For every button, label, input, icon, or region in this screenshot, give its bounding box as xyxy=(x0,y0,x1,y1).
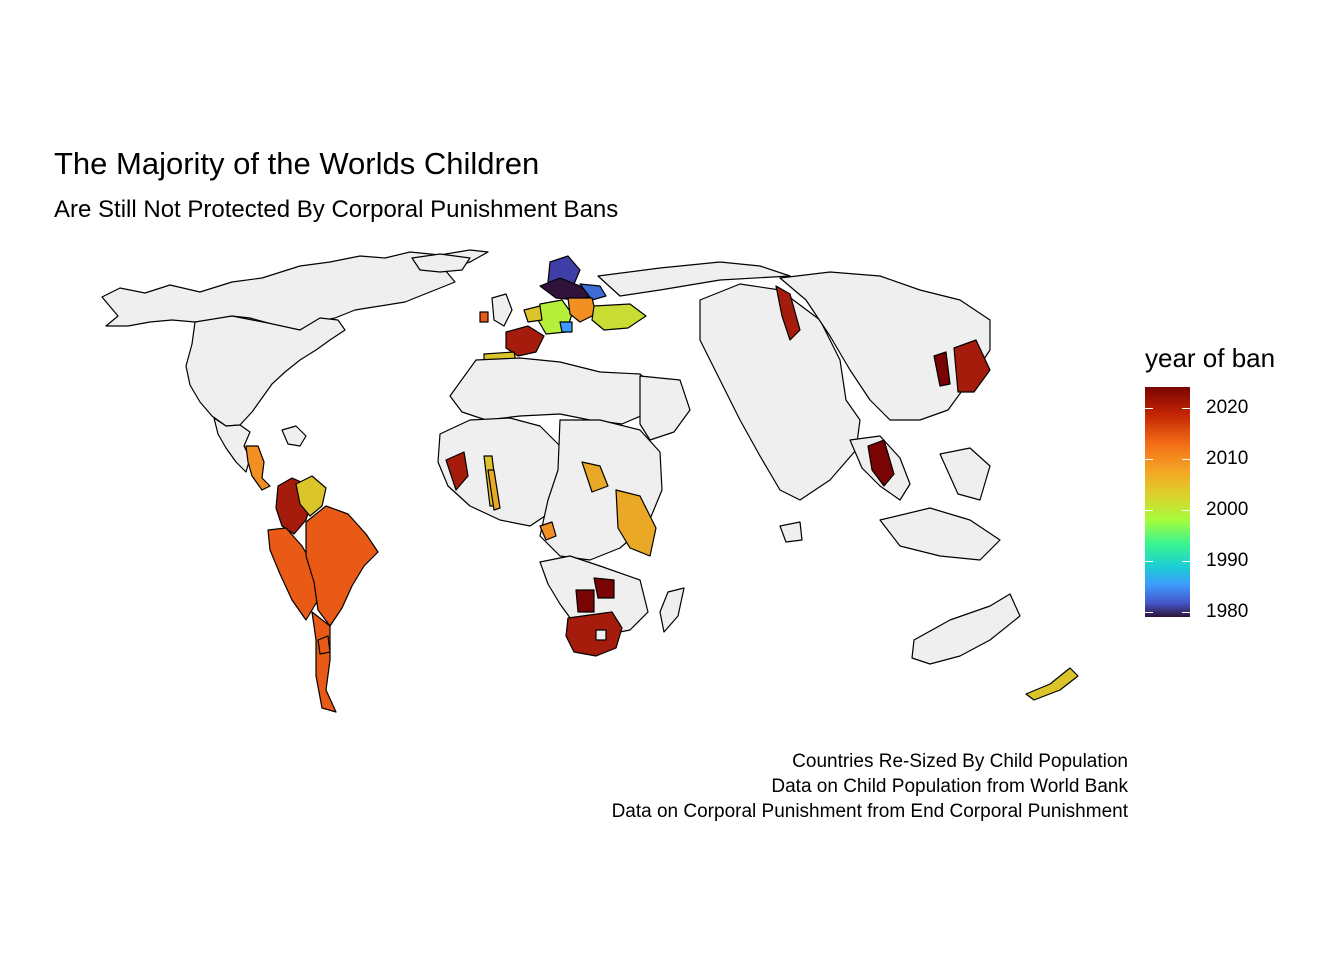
region-austria xyxy=(559,321,573,333)
region-new-zealand xyxy=(1025,667,1079,701)
region-ukraine xyxy=(591,303,647,331)
legend-tick-label: 1980 xyxy=(1206,601,1249,622)
region-nigeria-strip xyxy=(487,469,501,511)
region-sri-lanka xyxy=(779,521,803,543)
region-peru xyxy=(267,527,319,621)
region-usa xyxy=(185,315,346,427)
region-south-sudan xyxy=(581,461,609,493)
legend-tick-label: 2020 xyxy=(1206,397,1249,418)
region-north-africa xyxy=(449,357,661,425)
legend-tick-label: 2010 xyxy=(1206,448,1249,469)
legend-tick-label: 2000 xyxy=(1206,499,1249,520)
region-kenya xyxy=(615,489,657,557)
legend-colorbar xyxy=(1145,387,1190,617)
region-lesotho xyxy=(595,629,607,641)
region-argentina xyxy=(311,611,337,713)
legend-tick-mark xyxy=(1182,510,1190,511)
region-south-korea xyxy=(933,351,951,387)
region-south-africa xyxy=(565,611,623,657)
caption-line: Data on Corporal Punishment from End Cor… xyxy=(611,801,1128,822)
legend-tick-mark xyxy=(1145,510,1153,511)
region-philippines xyxy=(939,447,991,501)
caption-line: Countries Re-Sized By Child Population xyxy=(792,751,1128,772)
map-caption: Countries Re-Sized By Child Population D… xyxy=(612,749,1128,824)
region-australia xyxy=(911,593,1021,665)
region-finland xyxy=(579,283,607,301)
region-poland xyxy=(567,297,597,323)
region-greenland xyxy=(411,253,471,273)
legend-tick-mark xyxy=(1182,612,1190,613)
region-vietnam xyxy=(867,439,895,487)
region-middle-east xyxy=(639,375,691,441)
legend-tick-mark xyxy=(1145,408,1153,409)
legend-tick-mark xyxy=(1145,561,1153,562)
region-zimbabwe xyxy=(593,577,615,599)
legend-tick-mark xyxy=(1145,459,1153,460)
region-venezuela xyxy=(295,475,327,517)
region-namibia xyxy=(575,589,595,613)
map-subtitle: Are Still Not Protected By Corporal Puni… xyxy=(54,196,619,223)
region-brazil xyxy=(305,505,379,627)
region-madagascar xyxy=(659,587,685,633)
region-caribbean xyxy=(281,425,307,447)
region-mexico xyxy=(213,417,251,473)
legend-tick-mark xyxy=(1145,612,1153,613)
region-russia xyxy=(597,261,791,297)
region-mongolia xyxy=(775,285,801,341)
region-india xyxy=(699,283,861,501)
caption-line: Data on Child Population from World Bank xyxy=(771,776,1128,797)
region-japan xyxy=(953,339,991,393)
region-central-america xyxy=(245,445,271,491)
region-netherlands xyxy=(523,305,543,323)
legend-tick-mark xyxy=(1182,408,1190,409)
region-benin xyxy=(445,451,469,491)
map-title: The Majority of the Worlds Children xyxy=(54,146,540,181)
region-uruguay xyxy=(317,635,331,655)
region-china xyxy=(779,271,991,421)
region-france xyxy=(505,325,545,357)
region-indonesia xyxy=(879,507,1001,561)
region-congo xyxy=(539,521,557,541)
legend-tick-mark xyxy=(1182,459,1190,460)
legend-tick-mark xyxy=(1182,561,1190,562)
region-ireland xyxy=(479,311,489,323)
legend-tick-label: 1990 xyxy=(1206,550,1249,571)
legend-title: year of ban xyxy=(1145,343,1276,373)
region-uk xyxy=(491,293,513,327)
